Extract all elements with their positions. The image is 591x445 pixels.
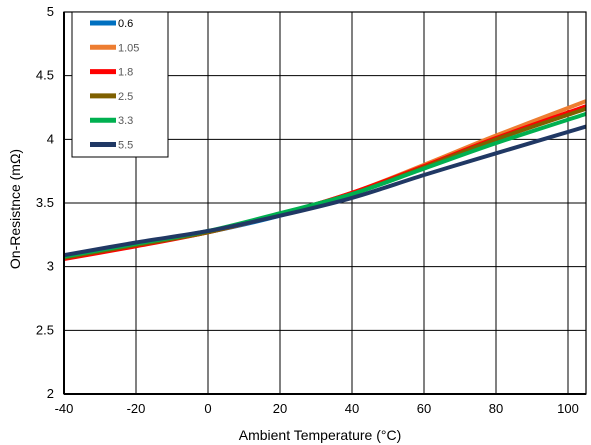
legend-label: 5.5 (118, 140, 133, 152)
x-tick-label: 0 (204, 401, 211, 416)
legend: 0.6 1.05 1.8 2.5 3.3 5.5 (71, 11, 169, 158)
y-tick-label: 5 (47, 4, 54, 19)
x-tick-label: 60 (417, 401, 431, 416)
x-tick-label: -40 (55, 401, 74, 416)
y-tick-label: 3 (47, 259, 54, 274)
series-lines (64, 99, 586, 261)
y-axis-title: On-Resistnce (mΩ) (7, 149, 23, 269)
legend-label: 2.5 (118, 91, 133, 103)
legend-label: 3.3 (118, 115, 133, 127)
y-tick-label: 3.5 (36, 195, 54, 210)
x-tick-label: 40 (345, 401, 359, 416)
x-axis-title: Ambient Temperature (°C) (239, 427, 402, 443)
tick-labels: -40 -20 0 20 40 60 80 100 2 2.5 3 3.5 4 4.5 5 (36, 4, 579, 416)
legend-label: 1.8 (118, 67, 133, 79)
plot-frame (63, 11, 587, 395)
y-tick-label: 4.5 (36, 68, 54, 83)
y-tick-label: 4 (47, 131, 54, 146)
x-tick-label: 100 (557, 401, 579, 416)
series-line-5-5 (64, 124, 586, 258)
legend-label: 0.6 (118, 18, 133, 30)
y-tick-label: 2.5 (36, 322, 54, 337)
legend-box (71, 11, 169, 158)
x-tick-label: 20 (273, 401, 287, 416)
legend-label: 1.05 (118, 42, 139, 54)
x-tick-label: 80 (489, 401, 503, 416)
x-tick-label: -20 (127, 401, 146, 416)
y-tick-label: 2 (47, 386, 54, 401)
